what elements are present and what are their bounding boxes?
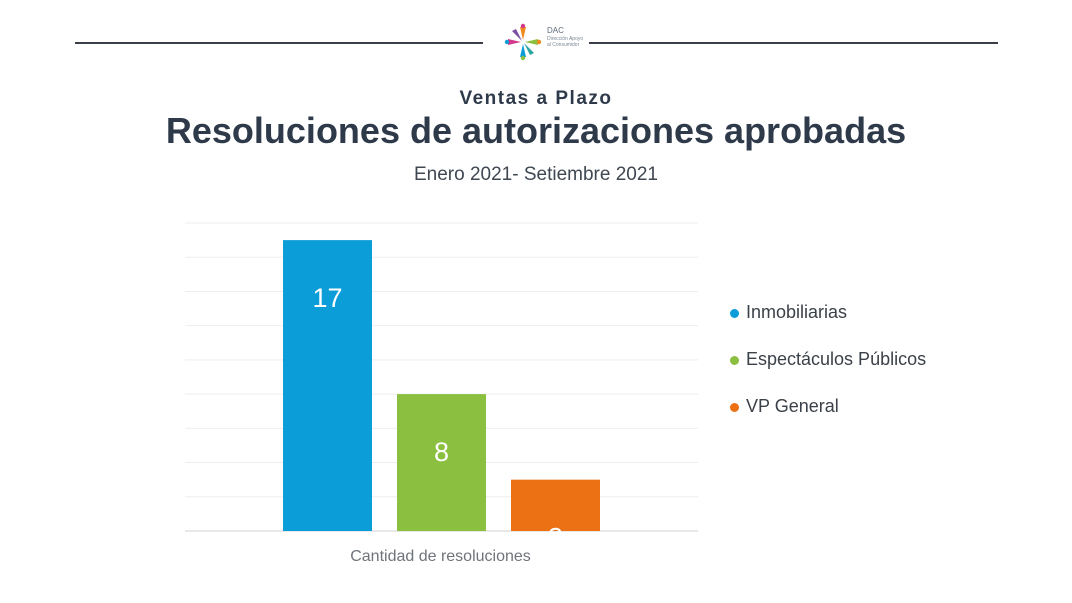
bar-vp-general [511, 479, 600, 531]
data-label: 17 [312, 283, 342, 313]
legend-label: VP General [746, 396, 839, 416]
section-title: Ventas a Plazo [459, 88, 613, 109]
legend-swatch [730, 403, 739, 412]
period-subtitle: Enero 2021- Setiembre 2021 [414, 164, 658, 185]
legend-swatch [730, 356, 739, 365]
dac-logo: DAC Dirección Apoyo al Consumidor [503, 22, 583, 64]
chart-legend: Inmobiliarias Espectáculos Públicos VP Gen… [730, 302, 926, 443]
legend-item: Inmobiliarias [730, 302, 926, 349]
legend-label: Inmobiliarias [746, 302, 848, 322]
logo-star-icon [504, 23, 542, 61]
bar-inmobiliarias [283, 240, 372, 531]
logo-subtitle: Dirección Apoyo al Consumidor [547, 36, 584, 48]
header-rule-right [589, 42, 998, 44]
logo-title: DAC [547, 26, 564, 35]
page-title: Resoluciones de autorizaciones aprobadas [165, 110, 907, 151]
data-label: 3 [548, 523, 563, 553]
header-rule-left [75, 42, 483, 44]
legend-label: Espectáculos Públicos [746, 349, 927, 369]
legend-swatch [730, 309, 739, 318]
legend-item: VP General [730, 396, 926, 443]
x-category-label: Cantidad de resoluciones [350, 548, 531, 565]
data-label: 8 [434, 437, 449, 467]
bar-espectáculos-públicos [397, 394, 486, 531]
legend-item: Espectáculos Públicos [730, 349, 926, 396]
